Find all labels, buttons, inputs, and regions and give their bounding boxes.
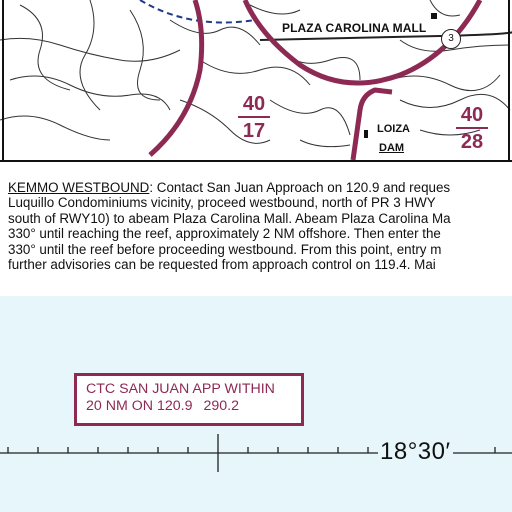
notes-line-3: south of RWY10) to abeam Plaza Carolina … (8, 210, 451, 226)
max-elevation-figure-left: 40 17 (238, 93, 270, 142)
contact-frequency-box: CTC SAN JUAN APP WITHIN 20 NM ON 120.9 29… (74, 373, 304, 426)
max-elevation-figure-right: 40 28 (456, 104, 488, 153)
ctc-line-1: CTC SAN JUAN APP WITHIN (86, 381, 275, 397)
procedure-notes: KEMMO WESTBOUND: Contact San Juan Approa… (0, 162, 512, 296)
mef-left-bottom: 17 (242, 120, 266, 142)
dam-label: DAM (379, 142, 405, 154)
notes-line-4: 330° until reaching the reef, approximat… (8, 226, 441, 242)
map-bottom-border (0, 160, 512, 162)
notes-line-1: KEMMO WESTBOUND: Contact San Juan Approa… (8, 180, 451, 195)
mef-left-top: 40 (238, 93, 270, 118)
mef-right-top: 40 (456, 104, 488, 129)
notes-line-2: Luquillo Condominiums vicinity, proceed … (8, 195, 436, 211)
mall-label: PLAZA CAROLINA MALL (282, 21, 427, 35)
ctc-line-2: 20 NM ON 120.9 290.2 (86, 398, 239, 414)
latitude-label: 18°30′ (378, 438, 453, 466)
route-shield: 3 (441, 29, 461, 49)
notes-text: KEMMO WESTBOUND: Contact San Juan Approa… (8, 180, 512, 272)
loiza-label: LOIZA (377, 123, 410, 135)
notes-heading: KEMMO WESTBOUND (8, 180, 150, 195)
notes-line-6: further advisories can be requested from… (8, 257, 436, 273)
chart-map-area: PLAZA CAROLINA MALL 3 LOIZA DAM 40 17 40… (0, 0, 512, 160)
notes-line-5: 330° until the reef before proceeding we… (8, 241, 442, 257)
mef-right-bottom: 28 (460, 131, 484, 153)
